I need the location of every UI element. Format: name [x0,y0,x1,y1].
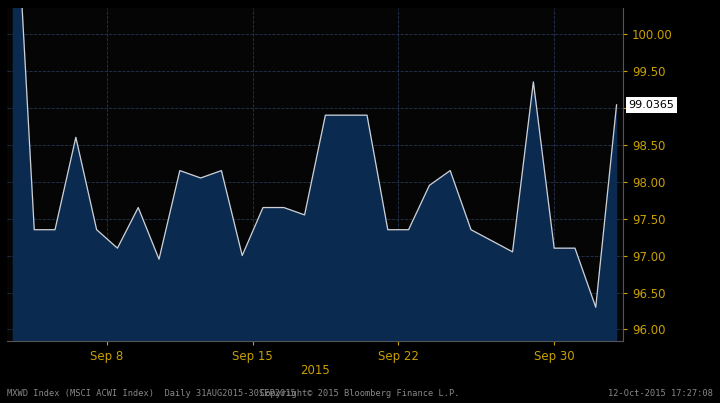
Text: MXWD Index (MSCI ACWI Index)  Daily 31AUG2015-30SEP2015: MXWD Index (MSCI ACWI Index) Daily 31AUG… [7,389,296,398]
Text: Copyright© 2015 Bloomberg Finance L.P.: Copyright© 2015 Bloomberg Finance L.P. [260,389,460,398]
Text: 12-Oct-2015 17:27:08: 12-Oct-2015 17:27:08 [608,389,713,398]
Text: 99.0365: 99.0365 [629,100,674,110]
X-axis label: 2015: 2015 [300,364,330,377]
